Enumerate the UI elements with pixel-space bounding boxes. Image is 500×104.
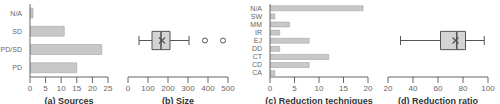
svg-text:0: 0	[126, 84, 131, 93]
svg-text:0: 0	[28, 84, 33, 93]
svg-text:PD/SD: PD/SD	[8, 46, 22, 53]
svg-text:CA: CA	[252, 69, 262, 76]
svg-text:SW: SW	[251, 13, 263, 20]
svg-text:25: 25	[104, 84, 113, 93]
svg-text:10: 10	[57, 84, 66, 93]
svg-text:20: 20	[364, 84, 373, 93]
svg-text:400: 400	[201, 84, 215, 93]
svg-text:5: 5	[43, 84, 48, 93]
svg-text:PD: PD	[12, 64, 22, 71]
svg-text:N/A: N/A	[10, 10, 22, 17]
svg-text:200: 200	[161, 84, 175, 93]
svg-text:15: 15	[339, 84, 348, 93]
svg-text:80: 80	[459, 84, 468, 93]
svg-text:40: 40	[409, 84, 418, 93]
svg-text:0: 0	[268, 84, 273, 93]
svg-text:CT: CT	[253, 53, 263, 60]
svg-text:(d) Reduction ratio: (d) Reduction ratio	[398, 96, 478, 104]
svg-text:15: 15	[72, 84, 81, 93]
svg-text:500: 500	[221, 84, 235, 93]
svg-text:60: 60	[434, 84, 443, 93]
svg-text:5: 5	[292, 84, 297, 93]
svg-text:EJ: EJ	[254, 37, 262, 44]
svg-text:20: 20	[88, 84, 97, 93]
svg-text:20: 20	[384, 84, 393, 93]
svg-text:CD: CD	[252, 61, 262, 68]
svg-text:10: 10	[315, 84, 324, 93]
svg-text:100: 100	[141, 84, 155, 93]
svg-text:DD: DD	[252, 45, 262, 52]
svg-text:N/A: N/A	[250, 5, 262, 12]
svg-text:IR: IR	[255, 29, 262, 36]
svg-text:(a) Sources: (a) Sources	[44, 96, 93, 104]
svg-text:(b) Size: (b) Size	[162, 96, 194, 104]
svg-text:SD: SD	[12, 28, 22, 35]
svg-text:300: 300	[181, 84, 195, 93]
svg-text:MM: MM	[250, 21, 262, 28]
svg-text:100: 100	[481, 84, 492, 93]
svg-text:(c) Reduction techniques: (c) Reduction techniques	[265, 96, 373, 104]
